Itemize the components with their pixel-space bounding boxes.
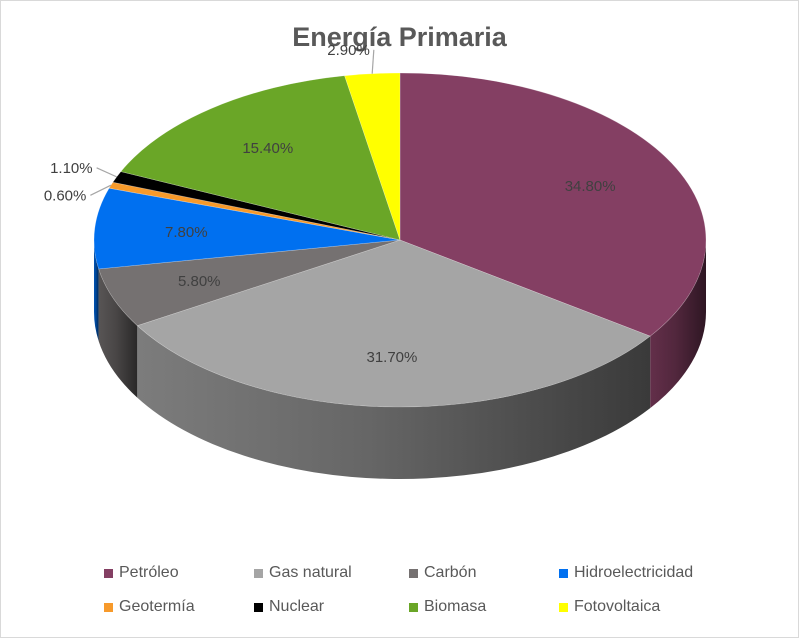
leader-line-geotermia (90, 184, 112, 196)
legend-label: Hidroelectricidad (574, 564, 694, 581)
legend-swatch (104, 568, 113, 578)
chart-legend: Petróleo Gas natural Carbón Hidroelectricid… (104, 563, 744, 617)
data-label-nuclear: 1.10% (50, 160, 93, 177)
pie-slice-petroleo (399, 72, 707, 337)
legend-swatch (254, 568, 263, 578)
leader-line-fotovoltaica (371, 49, 375, 74)
data-label-biomasa: 15.40% (242, 140, 293, 157)
legend-swatch (559, 568, 568, 578)
legend-label: Fotovoltaica (574, 598, 661, 615)
pie-side-carbon (98, 268, 138, 398)
legend-label: Biomasa (424, 598, 487, 615)
legend-item-carbon: Carbón (409, 563, 559, 583)
chart-title: Energía Primaria (292, 22, 507, 52)
pie-side-petroleo (650, 240, 706, 409)
pie-slice-geotermia (108, 181, 401, 241)
pie-slice-hidroelectricidad (93, 187, 401, 270)
legend-item-geotermia: Geotermía (104, 597, 254, 617)
legend-swatch (409, 602, 418, 612)
data-label-gas-natural: 31.70% (366, 349, 417, 366)
legend-item-nuclear: Nuclear (254, 597, 409, 617)
pie-side-gas-natural (137, 325, 651, 480)
pie-slice-nuclear (112, 171, 401, 241)
legend-item-petroleo: Petróleo (104, 563, 254, 583)
legend-label: Geotermía (119, 598, 195, 615)
legend-item-gas-natural: Gas natural (254, 563, 409, 583)
legend-label: Carbón (424, 564, 477, 581)
legend-label: Petróleo (119, 564, 179, 581)
data-label-petroleo: 34.80% (565, 178, 616, 195)
legend-label: Gas natural (269, 564, 352, 581)
legend-item-biomasa: Biomasa (409, 597, 559, 617)
legend-swatch (559, 602, 568, 612)
leader-line-nuclear (96, 167, 117, 178)
data-label-geotermia: 0.60% (44, 187, 87, 204)
data-label-hidroelectricidad: 7.80% (165, 224, 208, 241)
pie-slice-biomasa (120, 75, 401, 241)
data-label-fotovoltaica: 2.90% (327, 42, 370, 59)
legend-swatch (104, 602, 113, 612)
pie-slice-gas-natural (136, 239, 651, 408)
legend-label: Nuclear (269, 598, 325, 615)
legend-swatch (409, 568, 418, 578)
legend-item-fotovoltaica: Fotovoltaica (559, 597, 744, 617)
legend-item-hidroelectricidad: Hidroelectricidad (559, 563, 744, 583)
legend-swatch (254, 602, 263, 612)
pie-slice-carbon (98, 239, 401, 326)
data-label-carbon: 5.80% (178, 273, 221, 290)
pie-side-hidroelectricidad (94, 240, 99, 341)
